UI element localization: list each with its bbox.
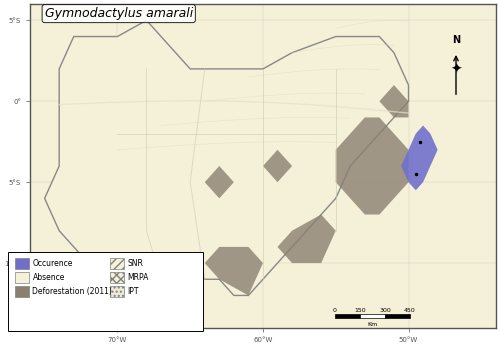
Polygon shape <box>401 126 438 190</box>
Polygon shape <box>204 247 263 295</box>
Text: SNR: SNR <box>128 259 144 268</box>
Text: N: N <box>452 35 460 45</box>
Text: Gymnodactylus amarali: Gymnodactylus amarali <box>44 7 193 20</box>
Text: IPT: IPT <box>128 287 139 296</box>
Polygon shape <box>263 150 292 182</box>
Text: 150: 150 <box>354 308 366 313</box>
Polygon shape <box>278 214 336 263</box>
Text: Absence: Absence <box>32 273 65 282</box>
Text: 450: 450 <box>404 308 416 313</box>
Text: 300: 300 <box>379 308 391 313</box>
Polygon shape <box>204 166 234 198</box>
Text: Deforestation (2011): Deforestation (2011) <box>32 287 112 296</box>
Text: MRPA: MRPA <box>128 273 149 282</box>
Text: Occurence: Occurence <box>32 259 73 268</box>
Text: ✦: ✦ <box>450 62 462 76</box>
Polygon shape <box>380 85 408 117</box>
Polygon shape <box>336 117 408 214</box>
Polygon shape <box>44 20 408 295</box>
Text: Km: Km <box>368 322 378 327</box>
Text: 0: 0 <box>333 308 337 313</box>
